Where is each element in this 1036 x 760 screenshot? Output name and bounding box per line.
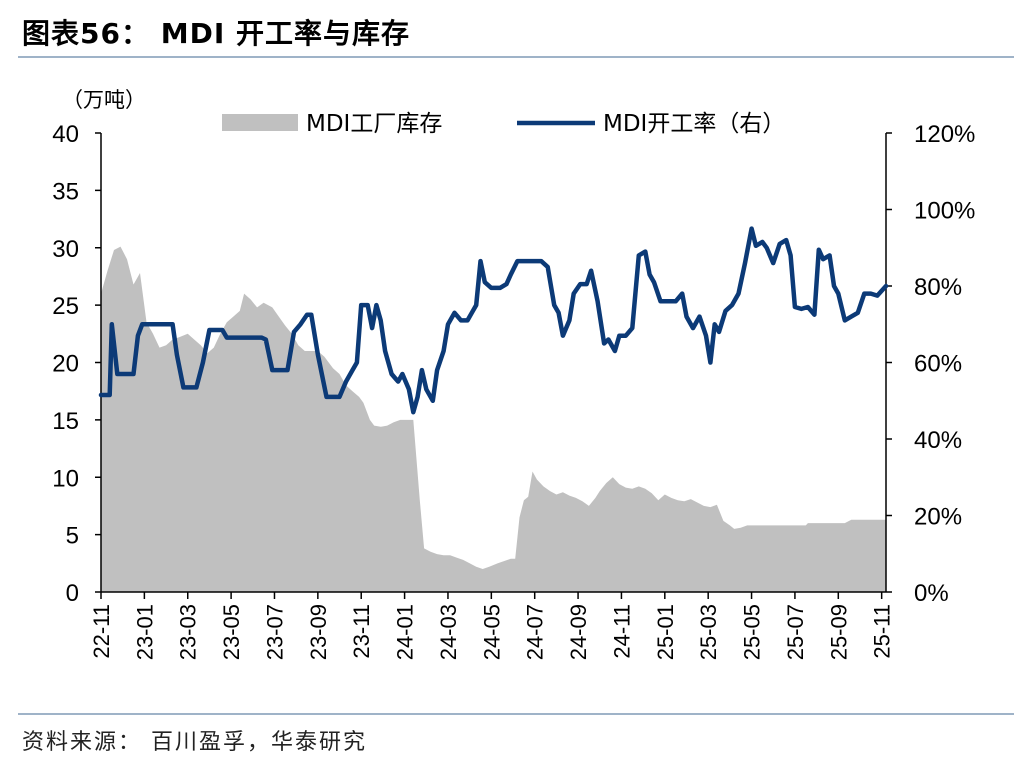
x-tick-label: 24-09 [566,604,591,660]
x-tick-label: 23-01 [132,604,157,660]
x-tick-label: 24-03 [436,604,461,660]
right-tick-label: 40% [914,427,962,454]
left-tick-label: 10 [52,465,79,492]
x-tick-label: 25-07 [783,604,808,660]
left-tick-label: 30 [52,236,79,263]
right-tick-label: 120% [914,121,975,148]
x-tick-label: 24-05 [479,604,504,660]
operating-rate-line [98,226,889,415]
x-tick-label: 23-07 [262,604,287,660]
x-tick-label: 24-01 [393,604,418,660]
chart-svg: 0 5 10 15 20 25 30 35 40 0% 20% 40% 60% 80% 100% 120% 22… [52,88,975,660]
left-tick-label: 40 [52,121,79,148]
axes-layer: 0 5 10 15 20 25 30 35 40 0% 20% 40% 60% 80% 100% 120% 22… [52,88,975,660]
x-tick-label: 25-11 [870,604,895,659]
legend-label-rate: MDI开工率（右） [603,111,785,137]
x-tick-label: 23-11 [349,604,374,659]
inventory-area-layer [101,246,886,592]
x-tick-label: 24-07 [523,604,548,660]
x-tick-label: 23-03 [176,604,201,660]
left-tick-label: 5 [66,523,79,550]
x-tick-label: 25-05 [740,604,765,660]
x-tick-label: 25-01 [653,604,678,660]
right-tick-label: 100% [914,198,975,225]
footer-divider [18,713,1014,715]
x-tick-label: 22-11 [89,604,114,659]
rate-line-layer [98,226,889,415]
title-divider [18,56,1014,58]
left-axis-unit: （万吨） [62,88,146,112]
left-tick-label: 25 [52,293,79,320]
legend: MDI工厂库存 MDI开工率（右） [222,111,785,137]
right-tick-label: 0% [914,580,949,607]
left-tick-label: 35 [52,178,79,205]
x-tick-label: 23-05 [219,604,244,660]
x-tick-label: 23-09 [306,604,331,660]
right-tick-label: 80% [914,274,962,301]
left-tick-label: 0 [66,580,79,607]
source-note: 资料来源： 百川盈孚，华泰研究 [22,730,367,755]
x-tick-label: 25-09 [826,604,851,660]
left-tick-label: 15 [52,408,79,435]
chart-title: 图表56： MDI 开工率与库存 [22,17,410,50]
x-tick-label: 25-03 [696,604,721,660]
inventory-area [101,246,886,592]
right-tick-label: 20% [914,504,962,531]
legend-swatch-inventory [222,114,298,131]
x-tick-label: 24-11 [609,604,634,659]
left-tick-label: 20 [52,351,79,378]
legend-label-inventory: MDI工厂库存 [306,111,442,137]
right-tick-label: 60% [914,351,962,378]
